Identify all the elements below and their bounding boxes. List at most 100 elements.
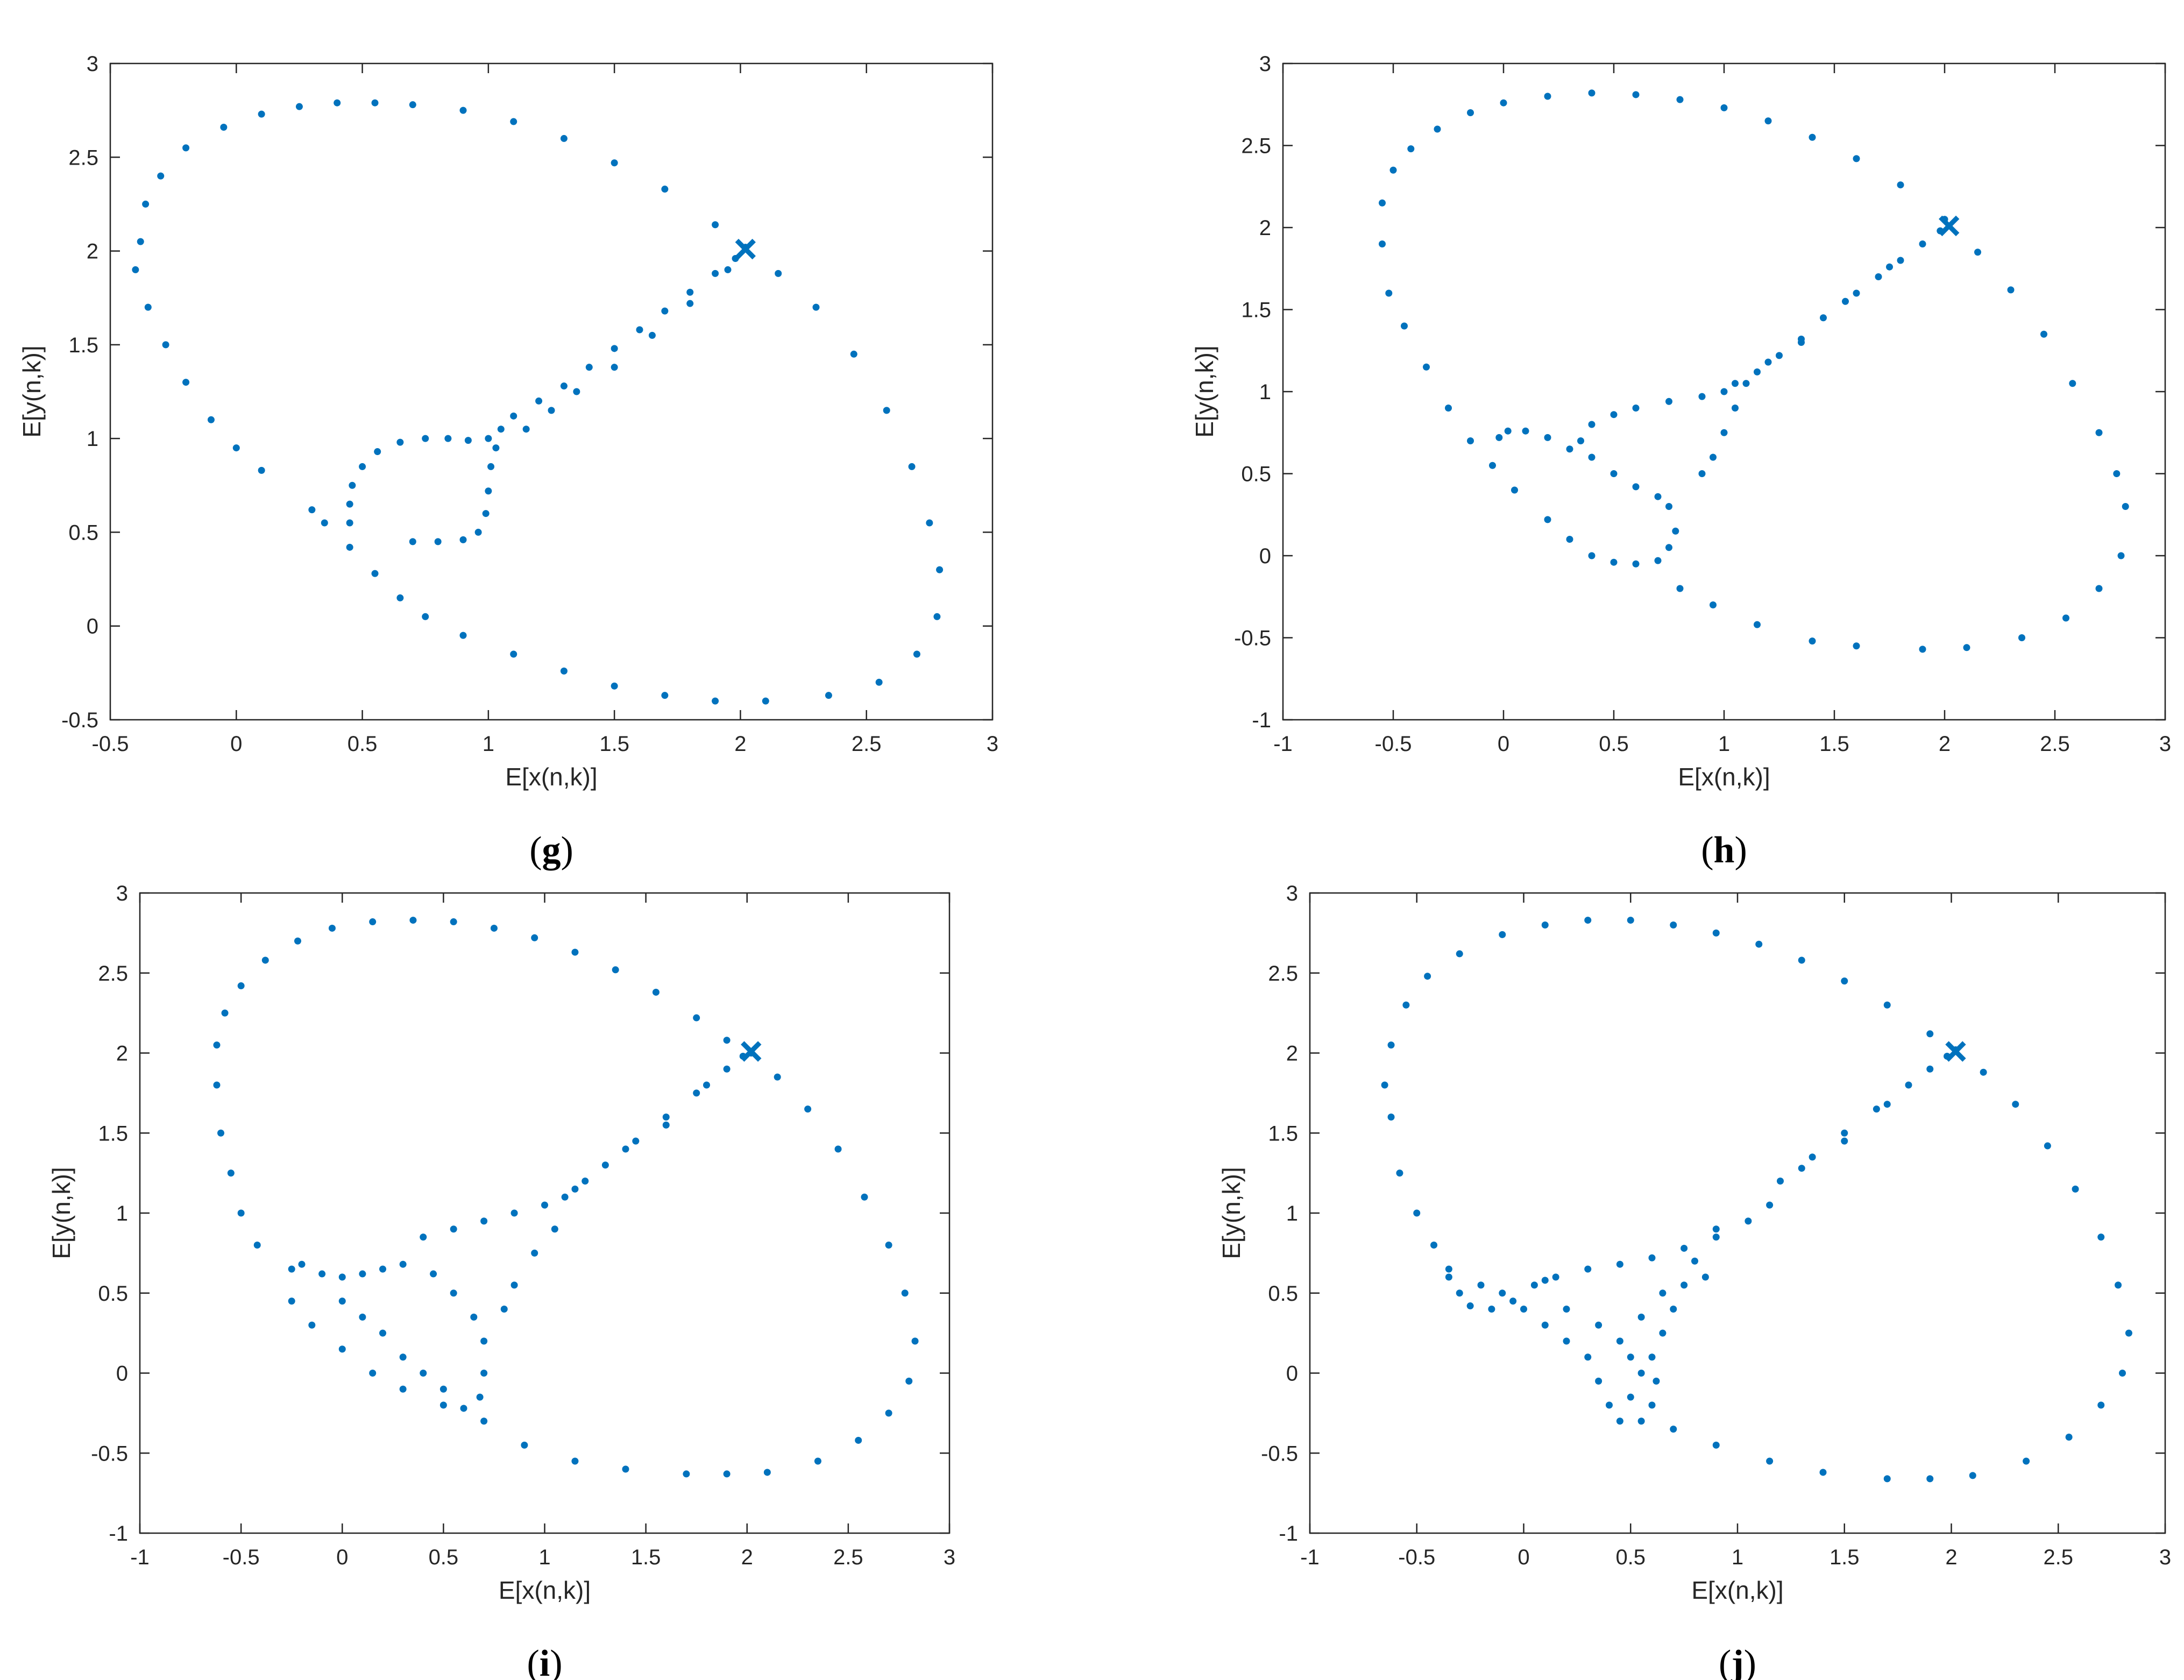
scatter-point (460, 1405, 467, 1412)
scatter-point (855, 1436, 862, 1444)
x-tick-label: 0.5 (429, 1546, 459, 1569)
scatter-point (1897, 181, 1904, 189)
scatter-point (420, 1370, 427, 1377)
x-tick-label: 1.5 (599, 732, 629, 756)
scatter-point (1648, 1401, 1656, 1409)
x-tick-label: -0.5 (1375, 732, 1412, 756)
scatter-point (1680, 1244, 1688, 1252)
scatter-point (911, 1337, 919, 1345)
scatter-point (497, 426, 505, 433)
scatter-point (1766, 1457, 1774, 1465)
scatter-point (480, 1370, 488, 1377)
scatter-point (1873, 1105, 1880, 1113)
scatter-point (480, 1337, 488, 1345)
scatter-point (1445, 1273, 1452, 1281)
y-tick-label: -0.5 (61, 708, 98, 732)
scatter-point (1627, 1353, 1634, 1361)
scatter-point (294, 937, 301, 945)
scatter-point (1495, 434, 1503, 441)
scatter-point (712, 221, 719, 229)
scatter-point (1926, 1030, 1934, 1038)
scatter-point (1701, 1273, 1709, 1281)
axis-ticks: -1 -0.5 0 0.5 1 1.5 2 2.5 3 -1 -0.5 0 0.5 1 1.5 2 2.5 3 (91, 882, 955, 1569)
scatter-point (1732, 380, 1739, 387)
x-tick-label: 2.5 (2043, 1546, 2073, 1569)
scatter-point (1588, 421, 1596, 428)
scatter-point (2122, 503, 2129, 510)
x-tick-label: 0 (230, 732, 242, 756)
scatter-point (2023, 1457, 2030, 1465)
scatter-point (1595, 1321, 1602, 1329)
scatter-point (1853, 155, 1860, 162)
scatter-point (1387, 1041, 1395, 1049)
x-axis-label: E[x(n,k)] (499, 1576, 591, 1604)
scatter-point (1809, 133, 1816, 141)
scatter-point (1809, 637, 1816, 645)
scatter-point (434, 538, 442, 545)
scatter-point (1500, 99, 1507, 107)
scatter-point (359, 1313, 366, 1321)
scatter-point (2065, 1434, 2073, 1441)
scatter-point (374, 448, 381, 456)
x-tick-label: 1.5 (631, 1546, 661, 1569)
scatter-point (217, 1129, 224, 1137)
scatter-point (430, 1270, 437, 1278)
scatter-point (1616, 1260, 1623, 1268)
scatter-point (2115, 1281, 2122, 1289)
scatter-point (490, 924, 498, 932)
scatter-point (1883, 1001, 1891, 1009)
scatter-point (1385, 289, 1393, 297)
scatter-point (1691, 1257, 1698, 1265)
scatter-point (1541, 1321, 1549, 1329)
scatter-point (2072, 1185, 2079, 1193)
scatter-point (470, 1313, 478, 1321)
scatter-panel-j: -1 -0.5 0 0.5 1 1.5 2 2.5 3 -1 -0.5 0 0.5 1 1.5 2 2.5 3 E… (1217, 882, 2171, 1680)
scatter-point (585, 364, 593, 371)
y-tick-label: 1.5 (1241, 299, 1271, 322)
scatter-point (346, 500, 353, 508)
plot-frame (109, 62, 994, 721)
panel-label: (g) (529, 830, 573, 871)
scatter-point (683, 1470, 690, 1478)
scatter-point (1886, 263, 1893, 271)
y-tick-label: 1 (116, 1202, 128, 1225)
scatter-point (693, 1014, 700, 1022)
scatter-point (825, 692, 832, 699)
scatter-point (1379, 240, 1386, 247)
y-tick-label: -1 (109, 1522, 128, 1546)
scatter-point (1798, 956, 1805, 964)
scatter-point (379, 1329, 386, 1337)
y-tick-label: 1 (87, 427, 98, 451)
scatter-point (142, 200, 150, 208)
scatter-point (1396, 1169, 1403, 1177)
scatter-point (1676, 585, 1684, 592)
scatter-point (371, 570, 379, 577)
scatter-point (1798, 1165, 1805, 1172)
scatter-point (182, 144, 190, 152)
scatter-point (2044, 1142, 2051, 1150)
scatter-point (409, 538, 416, 545)
scatter-point (510, 1209, 518, 1217)
scatter-point (1424, 973, 1431, 980)
scatter-point (885, 1242, 892, 1249)
scatter-point (1552, 1273, 1559, 1281)
scatter-point (510, 118, 517, 125)
scatter-point (1672, 527, 1679, 535)
scatter-point (723, 1065, 731, 1073)
scatter-point (369, 918, 377, 926)
scatter-point (901, 1289, 909, 1297)
scatter-point (464, 437, 472, 444)
y-tick-label: 3 (1259, 52, 1271, 76)
scatter-point (396, 594, 404, 601)
scatter-point (1610, 411, 1618, 419)
scatter-point (1423, 363, 1430, 371)
y-tick-label: -1 (1252, 708, 1271, 732)
scatter-point (662, 1114, 670, 1121)
scatter-point (622, 1465, 629, 1473)
scatter-point (1588, 89, 1596, 97)
scatter-point (487, 463, 495, 470)
scatter-point (1616, 1337, 1623, 1345)
scatter-point (328, 924, 336, 932)
scatter-point (2125, 1329, 2132, 1337)
